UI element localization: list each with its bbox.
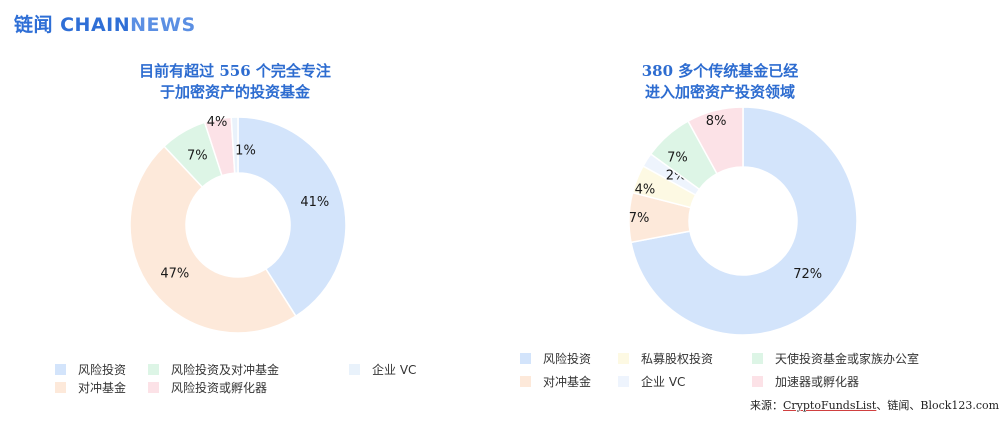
legend-swatch — [618, 376, 629, 387]
right-chart-title-line2: 进入加密资产投资领域 — [644, 83, 795, 101]
slice-value-label: 7% — [187, 149, 208, 164]
slice-value-label: 41% — [300, 195, 329, 210]
donut-slice-left-4 — [230, 116, 239, 174]
chainnews-logo: 链闻 CHAINNEWS — [14, 14, 196, 36]
legend-swatch — [349, 364, 360, 375]
left-legend-item-venture-incubator: 风险投资或孵化器 — [148, 379, 267, 396]
left-legend-item-corporate-vc: 企业 VC — [349, 361, 416, 378]
legend-swatch — [55, 364, 66, 375]
legend-swatch — [55, 382, 66, 393]
source-link[interactable]: CryptoFundsList — [783, 399, 877, 412]
legend-swatch — [148, 382, 159, 393]
right-donut: 72%7%4%2%7%8% — [628, 106, 858, 336]
right-legend-item-hedge: 对冲基金 — [520, 373, 591, 390]
left-legend-item-venture-hedge: 风险投资及对冲基金 — [148, 361, 279, 378]
slice-value-label: 72% — [793, 267, 822, 282]
legend-swatch — [752, 376, 763, 387]
slice-value-label: 7% — [629, 211, 650, 226]
legend-swatch — [520, 353, 531, 364]
left-chart-title: 目前有超过 556 个完全专注 于加密资产的投资基金 — [110, 61, 360, 103]
source-note: 来源：CryptoFundsList、链闻、Block123.com — [750, 399, 1000, 412]
slice-value-label: 47% — [160, 267, 189, 282]
slice-value-label: 4% — [207, 115, 228, 130]
left-legend-item-hedge: 对冲基金 — [55, 379, 126, 396]
legend-swatch — [148, 364, 159, 375]
slice-value-label: 4% — [635, 183, 656, 198]
right-legend-item-accelerator: 加速器或孵化器 — [752, 373, 859, 390]
right-chart-title-line1: 380 多个传统基金已经 — [641, 62, 799, 80]
donut-slice-left-0 — [237, 116, 347, 318]
right-chart-title: 380 多个传统基金已经 进入加密资产投资领域 — [610, 61, 830, 103]
legend-swatch — [752, 353, 763, 364]
donut-slice-right-5 — [687, 106, 744, 175]
left-chart-title-line2: 于加密资产的投资基金 — [159, 83, 310, 101]
legend-swatch — [618, 353, 629, 364]
right-legend-item-corporate-vc: 企业 VC — [618, 373, 685, 390]
donut-slice-left-1 — [129, 145, 297, 334]
left-donut: 41% 47% 7% 4% 1% — [129, 115, 347, 334]
legend-swatch — [520, 376, 531, 387]
slice-value-label: 1% — [235, 144, 256, 159]
left-legend-item-venture: 风险投资 — [55, 361, 126, 378]
left-chart-title-line1: 目前有超过 556 个完全专注 — [139, 62, 331, 80]
donut-slice-right-0 — [630, 106, 858, 336]
right-legend-item-venture: 风险投资 — [520, 350, 591, 367]
right-legend-item-angel-family: 天使投资基金或家族办公室 — [752, 350, 919, 367]
slice-value-label: 7% — [667, 150, 688, 165]
right-legend-item-private-equity: 私募股权投资 — [618, 350, 713, 367]
slice-value-label: 8% — [706, 114, 727, 129]
